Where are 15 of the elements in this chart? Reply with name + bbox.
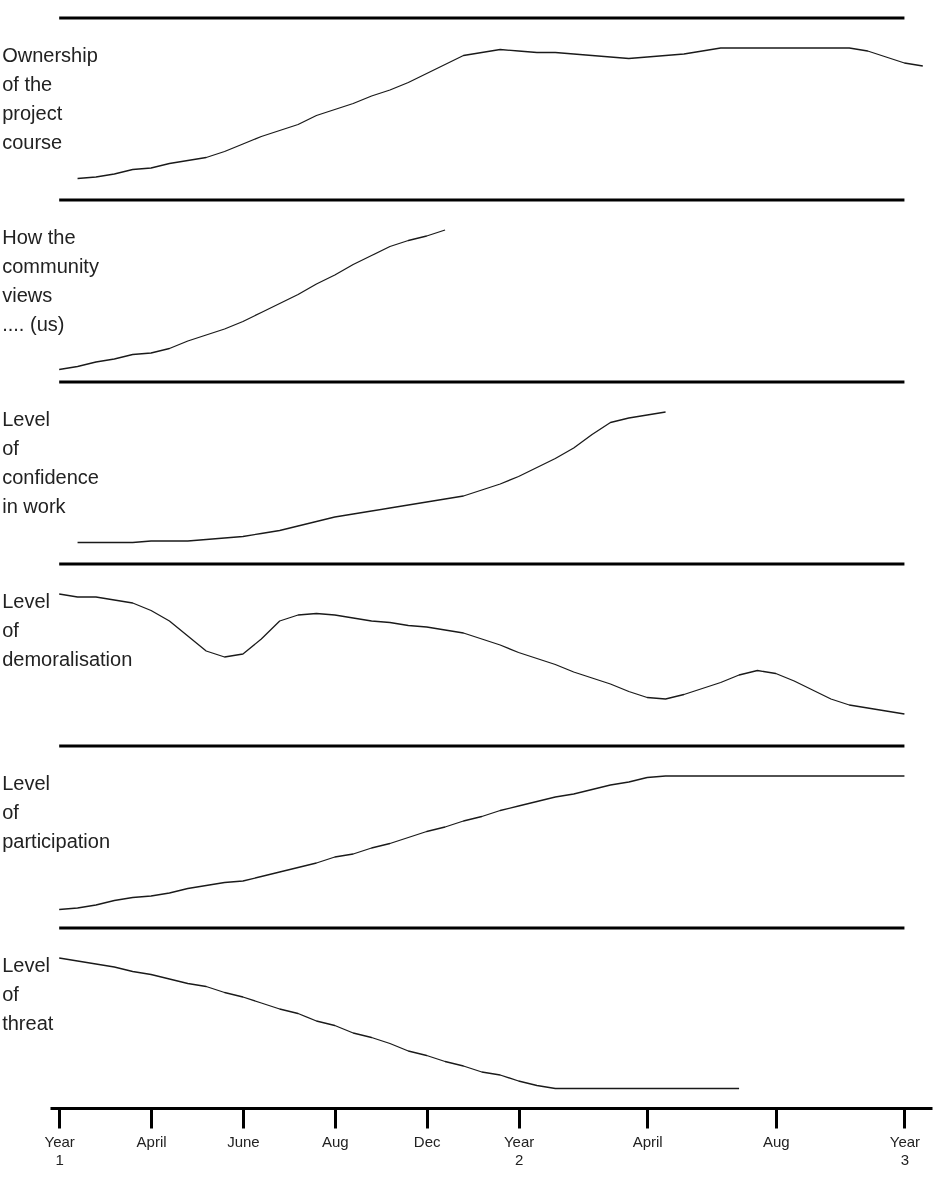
x-tick-label: Year 3 [889, 1132, 921, 1168]
x-tick-label: April [136, 1132, 167, 1150]
text: Ownership of the project course [2, 44, 98, 153]
x-tick-label: April [632, 1132, 663, 1150]
x-tick-label: June [227, 1132, 260, 1150]
x-tick-label: Year 1 [44, 1132, 75, 1168]
text: Level of confidence in work [2, 408, 99, 517]
x-tick-label: Aug [321, 1132, 349, 1150]
text: Level of threat [2, 954, 54, 1034]
text: Level of participation [2, 772, 111, 852]
x-tick-label: Dec [413, 1132, 442, 1150]
x-tick-label: Year 2 [503, 1132, 535, 1168]
x-tick-label: Aug [762, 1132, 790, 1150]
text: Level of demoralisation [2, 590, 133, 670]
text: How the community views .... (us) [2, 226, 99, 335]
